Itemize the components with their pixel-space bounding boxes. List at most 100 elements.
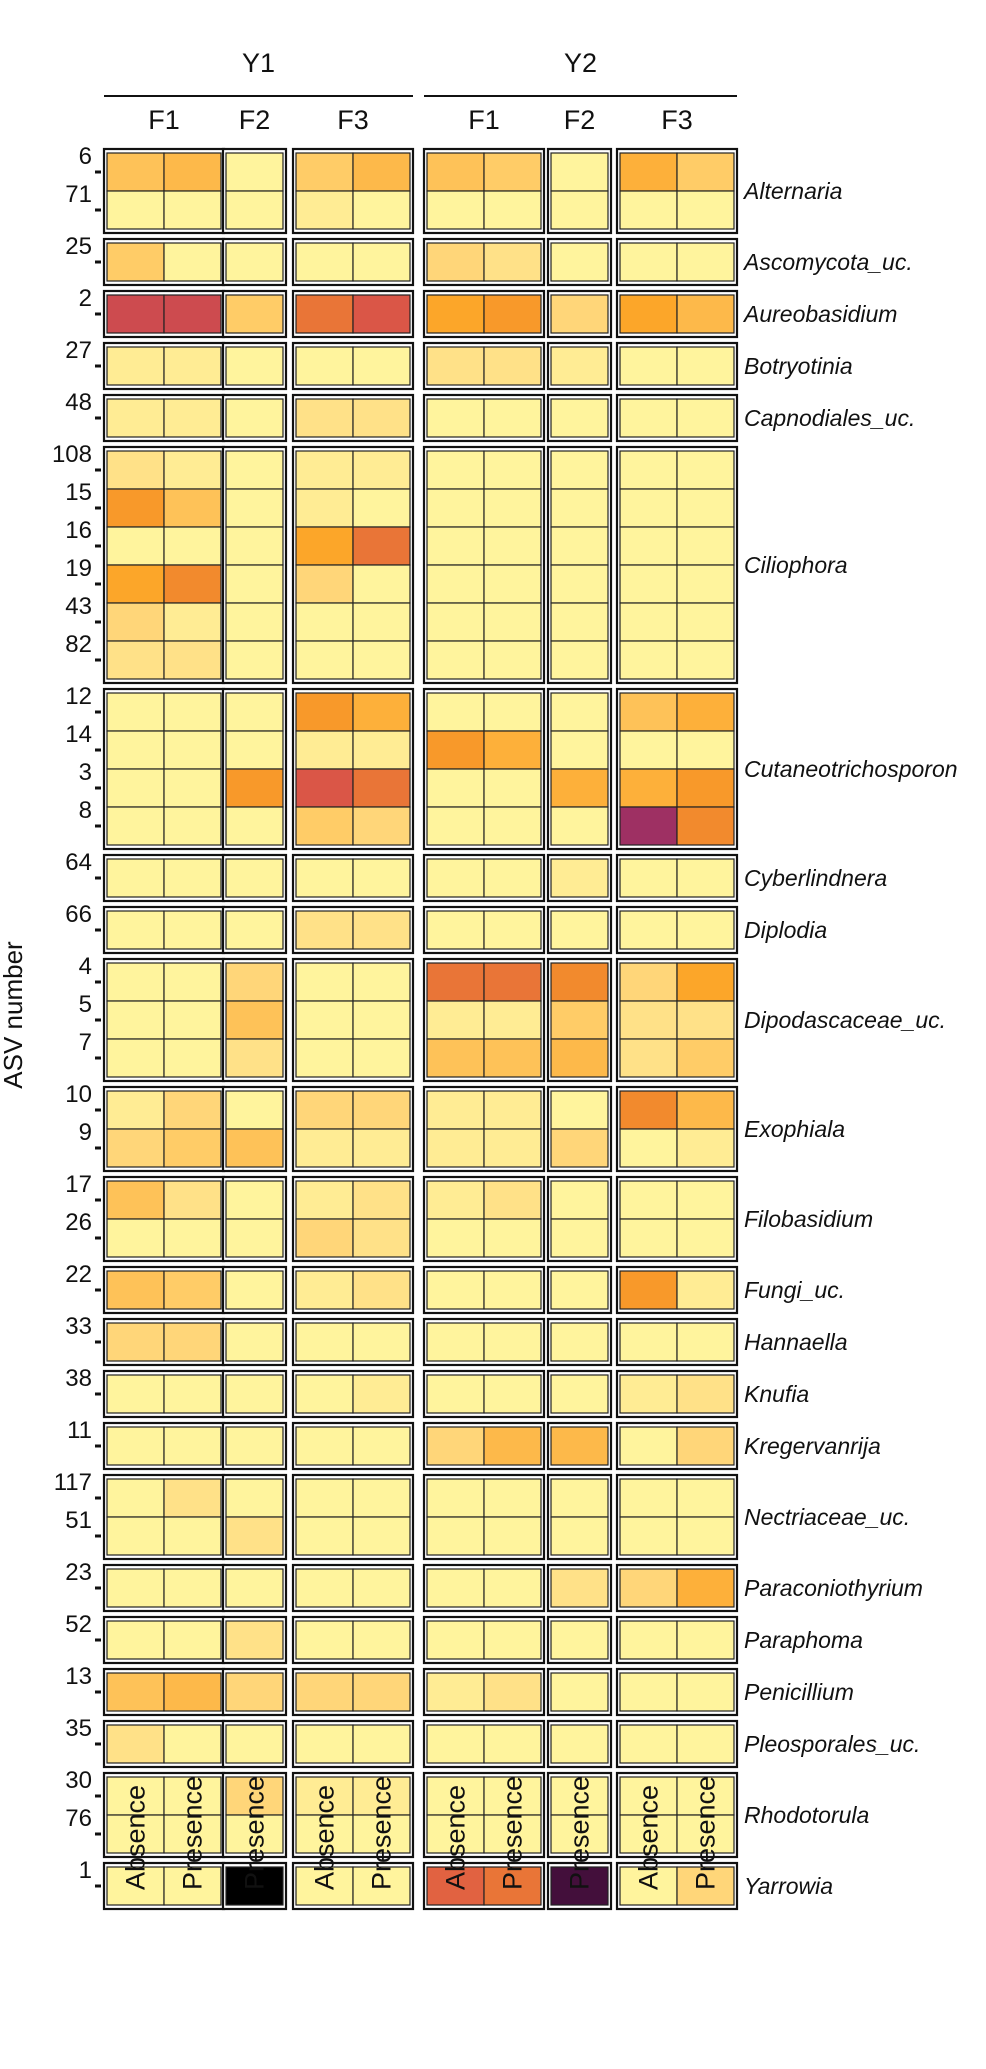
heatmap-cell <box>426 692 485 732</box>
heatmap-cell <box>550 1724 609 1764</box>
heatmap-cell <box>225 1128 284 1168</box>
heatmap-cell <box>225 398 284 438</box>
heatmap-cell <box>295 1270 354 1310</box>
y-axis-title: ASV number <box>0 941 28 1089</box>
heatmap-cell <box>550 1620 609 1660</box>
asv-label-15: 15 <box>65 479 92 506</box>
asv-label-117: 117 <box>54 1469 92 1496</box>
heatmap-cell <box>676 640 735 680</box>
heatmap-cell <box>550 910 609 950</box>
heatmap-cell <box>106 450 165 490</box>
heatmap-cell <box>225 1374 284 1414</box>
heatmap-cell <box>483 1270 542 1310</box>
heatmap-cell <box>163 1866 222 1906</box>
heatmap-cell <box>352 768 411 808</box>
heatmap-cell <box>225 1866 284 1906</box>
heatmap-cell <box>550 1038 609 1078</box>
heatmap-cell <box>619 640 678 680</box>
taxon-label-aureobasidium: Aureobasidium <box>742 301 897 327</box>
heatmap-cell <box>352 692 411 732</box>
heatmap-cell <box>676 1038 735 1078</box>
heatmap-cell <box>163 1322 222 1362</box>
heatmap-cell <box>676 1568 735 1608</box>
heatmap-cell <box>106 1866 165 1906</box>
taxon-label-rhodotorula: Rhodotorula <box>744 1802 869 1828</box>
heatmap-cell <box>352 450 411 490</box>
heatmap-cell <box>163 1000 222 1040</box>
heatmap-cell <box>106 488 165 528</box>
heatmap-cell <box>676 398 735 438</box>
heatmap-cell <box>106 1270 165 1310</box>
heatmap-cell <box>676 1128 735 1168</box>
heatmap-cell <box>163 1090 222 1130</box>
heatmap-cell <box>352 1000 411 1040</box>
heatmap-cell <box>352 1724 411 1764</box>
heatmap-cell <box>483 640 542 680</box>
heatmap-cell <box>352 1270 411 1310</box>
heatmap-cell <box>295 1374 354 1414</box>
heatmap-cell <box>295 294 354 334</box>
asv-label-25: 25 <box>65 233 92 260</box>
farm-label-y1-f2: F2 <box>239 105 271 135</box>
heatmap-cell <box>550 768 609 808</box>
heatmap-cell <box>676 1814 735 1854</box>
heatmap-cell <box>163 640 222 680</box>
heatmap-cell <box>550 1426 609 1466</box>
heatmap-cell <box>295 1426 354 1466</box>
heatmap-cell <box>619 1218 678 1258</box>
taxon-labels: Alternaria Ascomycota_uc. Aureobasidium Bot… <box>742 178 958 1899</box>
heatmap-cell <box>550 962 609 1002</box>
asv-label-1: 1 <box>79 1857 92 1884</box>
heatmap-cell <box>426 1270 485 1310</box>
asv-label-30: 30 <box>65 1767 92 1794</box>
asv-label-9: 9 <box>79 1119 92 1146</box>
heatmap-cell <box>426 1866 485 1906</box>
heatmap-cell <box>295 1000 354 1040</box>
heatmap-cell <box>426 346 485 386</box>
heatmap-cell <box>550 1090 609 1130</box>
farm-label-y2-f3: F3 <box>661 105 693 135</box>
heatmap-cell <box>426 526 485 566</box>
heatmap-cell <box>619 1374 678 1414</box>
heatmap-cell <box>352 242 411 282</box>
heatmap-cell <box>676 526 735 566</box>
heatmap-cell <box>483 488 542 528</box>
heatmap-cell <box>676 1322 735 1362</box>
asv-label-51: 51 <box>65 1507 92 1534</box>
heatmap-cell <box>163 1620 222 1660</box>
heatmap-cell <box>676 294 735 334</box>
heatmap-cell <box>426 962 485 1002</box>
heatmap-cell <box>426 488 485 528</box>
asv-label-26: 26 <box>65 1209 92 1236</box>
heatmap-cell <box>426 768 485 808</box>
heatmap-cell <box>295 1090 354 1130</box>
treatment-label-y1-f1-absence: Absence <box>121 1785 151 1890</box>
asv-label-48: 48 <box>65 389 92 416</box>
treatment-labels: Absence Presence Presence Absence Presence Ab… <box>121 1776 721 1890</box>
heatmap-cell <box>676 1270 735 1310</box>
heatmap-cell <box>163 1568 222 1608</box>
heatmap-cell <box>676 564 735 604</box>
heatmap-cell <box>676 910 735 950</box>
heatmap-cell <box>619 1090 678 1130</box>
treatment-label-y1-f3-absence: Absence <box>310 1785 340 1890</box>
heatmap-cell <box>295 242 354 282</box>
heatmap-cell <box>426 242 485 282</box>
taxon-label-cyberlindnera: Cyberlindnera <box>744 865 887 891</box>
heatmap-cell <box>106 1620 165 1660</box>
heatmap-cell <box>619 962 678 1002</box>
heatmap-cell <box>295 152 354 192</box>
heatmap-cell <box>106 346 165 386</box>
heatmap-cell <box>225 1218 284 1258</box>
asv-label-33: 33 <box>65 1313 92 1340</box>
heatmap-cell <box>225 1090 284 1130</box>
farm-label-y2-f2: F2 <box>564 105 596 135</box>
heatmap-cell <box>619 1516 678 1556</box>
heatmap-cell <box>295 1724 354 1764</box>
heatmap-cell <box>352 1090 411 1130</box>
heatmap-cell <box>106 1180 165 1220</box>
asv-label-17: 17 <box>65 1171 92 1198</box>
heatmap-cell <box>483 1672 542 1712</box>
heatmap-cell <box>619 564 678 604</box>
taxon-label-yarrowia: Yarrowia <box>744 1873 833 1899</box>
